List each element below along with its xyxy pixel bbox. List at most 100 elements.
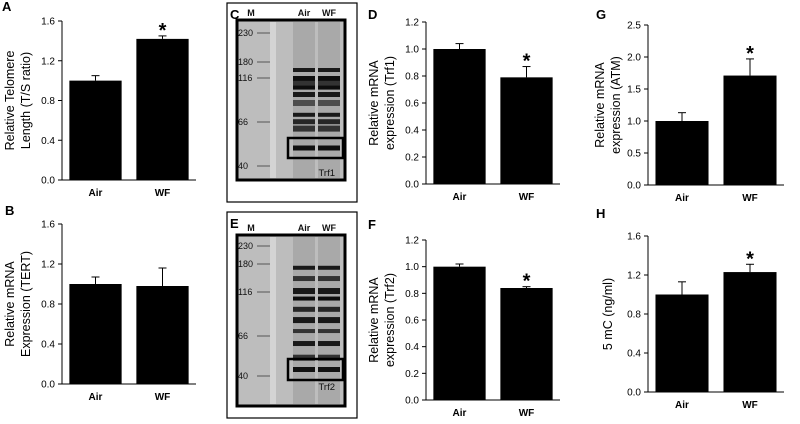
x-tick-label: WF (155, 392, 171, 403)
x-tick-label: Air (675, 400, 689, 411)
panel-label: A (2, 0, 12, 14)
protein-band (293, 68, 315, 72)
y-tick-label: 0.5 (627, 149, 641, 160)
protein-band (293, 119, 315, 125)
protein-band (293, 265, 315, 270)
protein-band (318, 100, 340, 106)
lane-label: M (247, 223, 255, 233)
ladder-lane (270, 22, 276, 178)
panel-label: B (5, 203, 14, 218)
y-axis-label: expression (Trf2) (383, 273, 397, 367)
protein-band (318, 276, 340, 282)
y-tick-label: 1.2 (405, 18, 419, 29)
panel-label: D (368, 7, 377, 22)
y-axis-label: Relative Telomere (3, 51, 17, 151)
marker-label: 40 (238, 161, 248, 171)
y-tick-label: 1.0 (627, 117, 641, 128)
y-tick-label: 0.0 (41, 380, 55, 391)
ladder-lane (270, 237, 276, 404)
protein-band (318, 119, 340, 125)
significance-marker: * (523, 271, 531, 293)
y-tick-label: 1.2 (41, 260, 55, 271)
bar-air (69, 80, 122, 180)
y-axis-label: Length (T/S ratio) (19, 52, 33, 149)
panel-g: G 0.0 0.5 1.0 1.5 2.0 2.5 Air * WF Relative mRNA ex… (593, 7, 784, 204)
protein-band (293, 85, 315, 90)
protein-band (293, 306, 315, 312)
y-axis-label: expression (ATM) (609, 56, 623, 154)
y-tick-label: 0.0 (41, 176, 55, 187)
y-tick-label: 1.2 (627, 271, 641, 282)
protein-band (293, 92, 315, 97)
y-tick-label: 0.4 (405, 126, 419, 137)
bar-wf (500, 77, 553, 184)
marker-label: 40 (238, 371, 248, 381)
significance-marker: * (159, 20, 167, 42)
y-axis-label: Relative mRNA (593, 62, 607, 148)
significance-marker: * (746, 248, 754, 270)
protein-band (318, 306, 340, 312)
panel-c: C M Air WF 230 180 116 66 40 Trf1 (226, 2, 358, 203)
y-tick-label: 0.4 (405, 342, 419, 353)
panel-label: C (230, 7, 240, 22)
protein-band (318, 68, 340, 72)
target-band (318, 145, 340, 151)
marker-label: 116 (238, 73, 252, 83)
target-band (293, 367, 315, 372)
protein-band (293, 341, 315, 347)
protein-band (293, 125, 315, 132)
y-tick-label: 1.5 (627, 85, 641, 96)
panel-b: B 0.0 0.4 0.8 1.2 1.6 Air WF Relative mRNA Expres… (3, 203, 196, 403)
bar-wf (136, 286, 189, 384)
y-tick-label: 1.6 (41, 17, 55, 28)
panel-a: A 0.0 0.4 0.8 1.2 1.6 Air * WF Relative Telomere L… (2, 0, 196, 199)
lane-label: M (247, 8, 255, 18)
y-tick-label: 1.6 (627, 232, 641, 243)
x-tick-label: Air (453, 192, 467, 203)
protein-band (318, 85, 340, 90)
protein-band (293, 112, 315, 117)
panel-d: D 0.0 0.2 0.4 0.6 0.8 1.0 1.2 Air * WF Relative mRN… (367, 7, 560, 203)
bar-air (655, 121, 709, 185)
y-tick-label: 1.6 (41, 220, 55, 231)
marker-label: 180 (238, 259, 253, 269)
x-tick-label: WF (155, 188, 171, 199)
marker-label: 230 (238, 28, 253, 38)
target-band (318, 367, 340, 372)
x-tick-label: WF (519, 192, 535, 203)
protein-band (293, 276, 315, 282)
x-tick-label: WF (742, 193, 758, 204)
x-tick-label: Air (89, 392, 103, 403)
protein-band (318, 80, 340, 87)
y-axis-label: Expression (TERT) (19, 251, 33, 357)
protein-band (293, 76, 315, 81)
y-tick-label: 0.6 (405, 99, 419, 110)
panel-f: F 0.0 0.2 0.4 0.6 0.8 1.0 1.2 Air * WF Relative mRN… (367, 217, 560, 419)
protein-band (318, 125, 340, 132)
bar-air (433, 266, 486, 400)
protein-band (293, 317, 315, 324)
x-tick-label: WF (519, 408, 535, 419)
y-axis-label: 5 mC (ng/ml) (601, 278, 615, 350)
y-tick-label: 1.2 (41, 56, 55, 67)
marker-label: 230 (238, 241, 253, 251)
y-axis-label: Relative mRNA (367, 60, 381, 146)
target-band-box (286, 136, 345, 160)
y-tick-label: 1.2 (405, 236, 419, 247)
marker-label: 66 (238, 117, 248, 127)
bar-wf (500, 288, 553, 400)
protein-band (318, 354, 340, 361)
protein-band (293, 80, 315, 87)
y-tick-label: 0.0 (405, 180, 419, 191)
target-label: Trf2 (318, 382, 335, 393)
lane-label: Air (298, 8, 311, 18)
x-tick-label: Air (453, 408, 467, 419)
x-tick-label: WF (742, 400, 758, 411)
y-axis-label: Relative mRNA (367, 277, 381, 363)
bar-air (433, 49, 486, 184)
y-tick-label: 0.2 (405, 369, 419, 380)
protein-band (318, 341, 340, 347)
y-tick-label: 0.4 (627, 349, 641, 360)
significance-marker: * (523, 51, 531, 73)
